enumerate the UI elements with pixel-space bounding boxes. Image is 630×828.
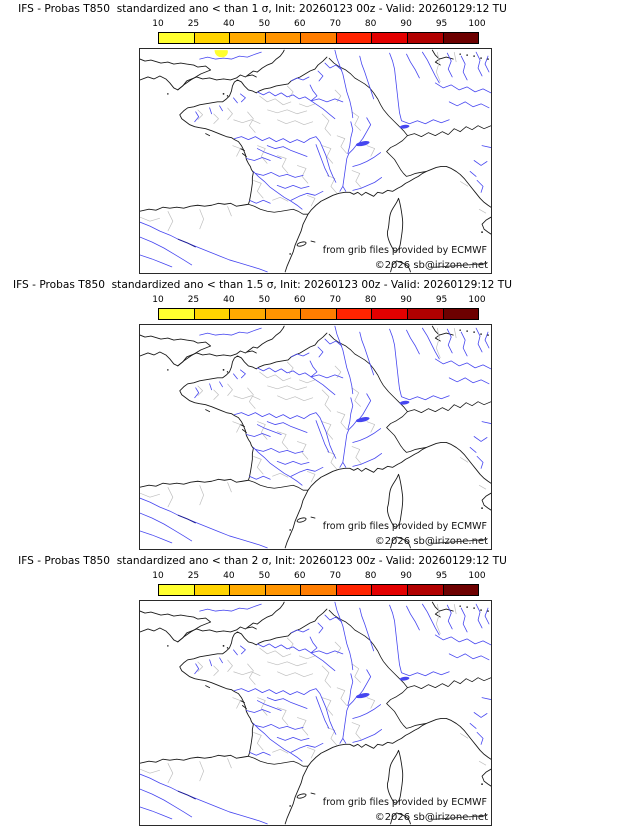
- colorbar-tick-row: 10 25 40 50 60 70 80 90 95 100: [152, 19, 485, 31]
- colorbar-tick-label: 100: [468, 19, 486, 29]
- probability-colorbar: 10 25 40 50 60 70 80 90 95 100: [152, 295, 486, 321]
- colorbar-segment: [230, 33, 266, 43]
- colorbar-segment: [265, 309, 302, 319]
- credit-text: from grib files provided by ECMWF: [322, 521, 487, 532]
- colorbar-segment: [336, 585, 373, 595]
- panel-1sigma: IFS - Probas T850 standardized ano < tha…: [0, 0, 630, 276]
- colorbar-tick-label: 50: [258, 295, 271, 305]
- colorbar-tick-label: 40: [223, 295, 235, 305]
- colorbar-segment: [372, 585, 408, 595]
- colorbar-tick-row: 10 25 40 50 60 70 80 90 95 100: [152, 571, 485, 583]
- colorbar-tick-label: 10: [152, 571, 164, 581]
- colorbar-tick-label: 50: [258, 19, 271, 29]
- colorbar-tick-label: 50: [258, 571, 271, 581]
- colorbar-tick-label: 80: [364, 19, 377, 29]
- map-canvas: [140, 49, 491, 273]
- panel-2sigma: IFS - Probas T850 standardized ano < tha…: [0, 552, 630, 828]
- probability-colorbar: 10 25 40 50 60 70 80 90 95 100: [152, 571, 486, 597]
- colorbar-segment: [301, 585, 337, 595]
- panel-title: IFS - Probas T850 standardized ano < tha…: [18, 555, 507, 567]
- colorbar-segment: [230, 309, 266, 319]
- colorbar-tick-label: 25: [187, 19, 200, 29]
- colorbar-segment: [194, 585, 231, 595]
- colorbar-segment: [301, 33, 337, 43]
- colorbar-tick-label: 95: [435, 295, 448, 305]
- probability-colorbar: 10 25 40 50 60 70 80 90 95 100: [152, 19, 486, 45]
- colorbar-tick-label: 70: [329, 19, 341, 29]
- colorbar-tick-label: 60: [294, 19, 306, 29]
- credit-text: from grib files provided by ECMWF: [322, 245, 487, 256]
- colorbar-bar: [158, 308, 479, 320]
- copyright-text: ©2026 sb@irizone.net: [374, 536, 488, 547]
- colorbar-segment: [407, 33, 444, 43]
- colorbar-tick-label: 90: [400, 571, 412, 581]
- colorbar-segment: [372, 33, 408, 43]
- colorbar-tick-label: 10: [152, 19, 164, 29]
- colorbar-segment: [336, 309, 373, 319]
- panel-title: IFS - Probas T850 standardized ano < tha…: [18, 3, 507, 15]
- colorbar-tick-row: 10 25 40 50 60 70 80 90 95 100: [152, 295, 485, 307]
- colorbar-segment: [443, 33, 479, 43]
- colorbar-tick-label: 80: [364, 571, 377, 581]
- colorbar-segment: [443, 585, 479, 595]
- panel-title: IFS - Probas T850 standardized ano < tha…: [13, 279, 512, 291]
- copyright-text: ©2026 sb@irizone.net: [374, 260, 488, 271]
- colorbar-segment: [230, 585, 266, 595]
- colorbar-bar: [158, 584, 479, 596]
- colorbar-tick-label: 70: [329, 295, 341, 305]
- credit-text: from grib files provided by ECMWF: [322, 797, 487, 808]
- colorbar-tick-label: 40: [223, 571, 235, 581]
- colorbar-segment: [159, 585, 195, 595]
- colorbar-segment: [301, 309, 337, 319]
- colorbar-tick-label: 10: [152, 295, 164, 305]
- colorbar-tick-label: 90: [400, 295, 412, 305]
- colorbar-segment: [194, 33, 231, 43]
- colorbar-tick-label: 40: [223, 19, 235, 29]
- colorbar-tick-label: 25: [187, 571, 200, 581]
- colorbar-tick-label: 60: [294, 295, 306, 305]
- colorbar-segment: [407, 585, 444, 595]
- colorbar-segment: [194, 309, 231, 319]
- colorbar-tick-label: 25: [187, 295, 200, 305]
- colorbar-segment: [159, 33, 195, 43]
- copyright-text: ©2026 sb@irizone.net: [374, 812, 488, 823]
- colorbar-tick-label: 95: [435, 19, 448, 29]
- colorbar-segment: [336, 33, 373, 43]
- panel-1p5sigma: IFS - Probas T850 standardized ano < tha…: [0, 276, 630, 552]
- colorbar-segment: [265, 585, 302, 595]
- colorbar-tick-label: 80: [364, 295, 377, 305]
- colorbar-tick-label: 70: [329, 571, 341, 581]
- map-2sigma: from grib files provided by ECMWF ©2026 …: [139, 600, 492, 826]
- map-1p5sigma: from grib files provided by ECMWF ©2026 …: [139, 324, 492, 550]
- colorbar-bar: [158, 32, 479, 44]
- colorbar-tick-label: 90: [400, 19, 412, 29]
- colorbar-segment: [407, 309, 444, 319]
- colorbar-tick-label: 100: [468, 295, 486, 305]
- colorbar-tick-label: 60: [294, 571, 306, 581]
- map-1sigma: from grib files provided by ECMWF ©2026 …: [139, 48, 492, 274]
- colorbar-segment: [265, 33, 302, 43]
- colorbar-segment: [159, 309, 195, 319]
- map-canvas: [140, 601, 491, 825]
- colorbar-tick-label: 100: [468, 571, 486, 581]
- anomaly-highlight: [214, 50, 228, 58]
- map-canvas: [140, 325, 491, 549]
- colorbar-tick-label: 95: [435, 571, 448, 581]
- colorbar-segment: [443, 309, 479, 319]
- colorbar-segment: [372, 309, 408, 319]
